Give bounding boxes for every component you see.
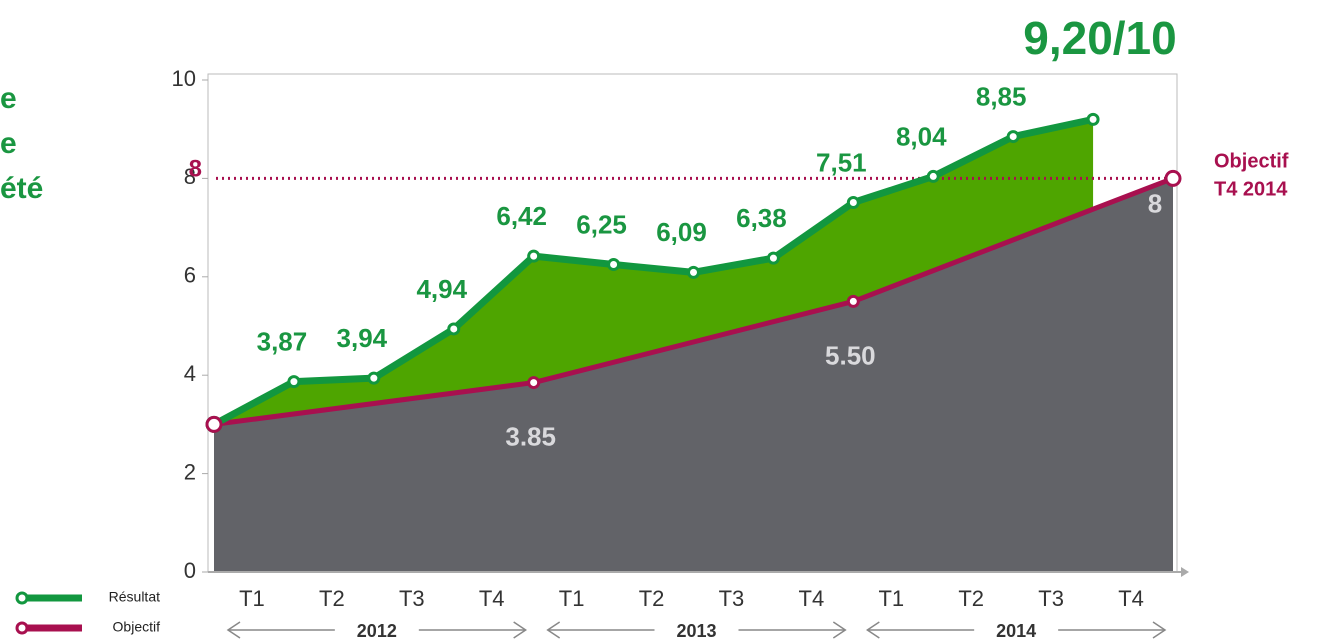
legend-marker [15,621,29,635]
data-label: 7,51 [816,147,867,177]
x-tick-label: T1 [878,586,904,611]
point [1006,130,1020,144]
x-tick-label: T2 [958,586,984,611]
point [205,415,223,433]
data-label: 6,38 [736,203,787,233]
year-arrow-head [1152,621,1167,639]
year-label: 2013 [676,621,716,641]
result-line [212,115,1094,428]
year-arrow-head [513,621,528,639]
x-tick-label: T1 [559,586,585,611]
data-label: 3,94 [337,323,388,353]
data-label: 4,94 [416,274,467,304]
objective-line [213,176,1174,427]
y-tick-label: 6 [184,263,196,288]
point [1164,169,1182,187]
y-tick-label: 8 [184,164,196,189]
data-label: 5.50 [825,340,876,370]
side-text: e [0,127,17,160]
x-tick-label: T4 [479,586,505,611]
year-arrow-head [832,621,847,639]
legend-label: Objectif [113,619,161,635]
point [447,322,461,336]
point [607,258,621,271]
chart-title: 9,20/10 [1023,12,1176,64]
y-tick-label: 0 [184,558,196,583]
target-label: 8 [189,156,202,183]
point [287,375,301,389]
year-arrow-head [226,621,241,639]
year-label: 2012 [357,621,397,641]
point [527,376,541,390]
side-text: e [0,82,17,115]
data-label: 3,87 [257,326,308,356]
y-tick-label: 2 [184,459,196,484]
point [846,196,860,210]
x-tick-label: T4 [1118,586,1144,611]
point [846,294,860,308]
y-tick-label: 10 [172,66,196,91]
x-tick-label: T2 [639,586,665,611]
point [1086,112,1100,126]
target-text: T4 2014 [1214,178,1288,200]
target-text: Objectif [1214,150,1289,172]
x-tick-label: T2 [319,586,345,611]
point [367,371,381,385]
data-label: 6,09 [656,217,707,247]
year-label: 2014 [996,621,1036,641]
side-text: été [0,172,43,205]
data-label: 3.85 [505,421,556,451]
point [926,169,940,183]
point [687,265,700,279]
data-label: 8,04 [896,121,947,151]
y-tick-label: 4 [184,361,196,386]
x-tick-label: T1 [239,586,265,611]
point [766,251,780,265]
x-axis-arrow [1181,567,1189,577]
data-label: 8 [1148,188,1162,218]
year-arrow-head [865,621,880,639]
data-label: 8,85 [976,81,1027,111]
year-arrow-head [546,621,561,639]
legend-marker [15,591,29,605]
x-tick-label: T3 [719,586,745,611]
objective-area [214,178,1173,572]
point [527,249,541,263]
data-label: 6,42 [496,201,547,231]
legend-label: Résultat [109,589,160,605]
x-tick-label: T3 [399,586,425,611]
data-label: 6,25 [576,209,627,239]
x-tick-label: T3 [1038,586,1064,611]
x-tick-label: T4 [799,586,825,611]
